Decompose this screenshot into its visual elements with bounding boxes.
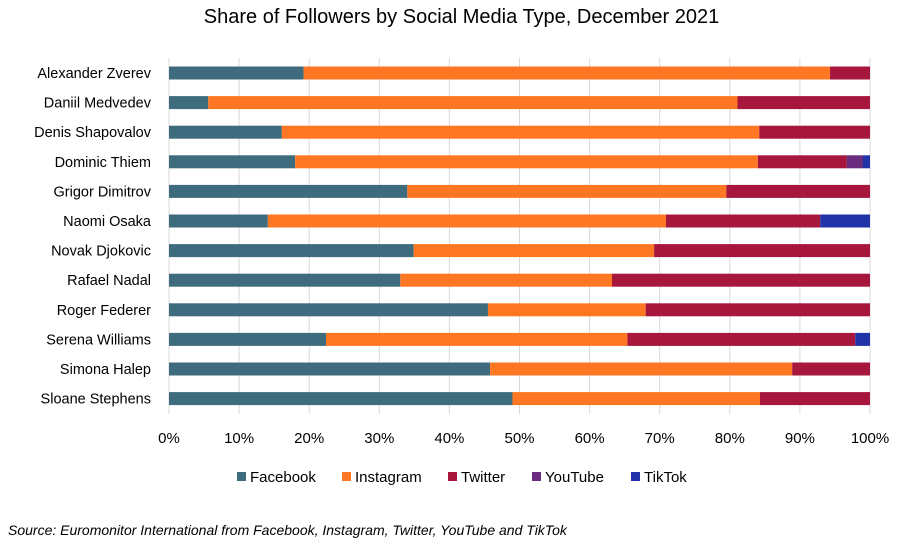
bar-row xyxy=(169,244,870,258)
x-tick-label: 10% xyxy=(224,430,254,447)
bar-segment-instagram xyxy=(490,362,793,376)
bar-segment-instagram xyxy=(413,244,655,258)
bar-segment-twitter xyxy=(645,303,870,317)
category-label: Denis Shapovalov xyxy=(34,125,152,141)
bar-row xyxy=(169,214,870,228)
bar-segment-facebook xyxy=(169,96,209,110)
legend: Facebook Instagram Twitter YouTube TikTok xyxy=(237,469,687,486)
category-label: Simona Halep xyxy=(60,362,151,378)
bar-segment-instagram xyxy=(512,392,760,406)
bar-segment-twitter xyxy=(726,184,870,198)
legend-item: Facebook xyxy=(237,469,316,486)
legend-swatch xyxy=(448,472,457,481)
bar-segment-twitter xyxy=(792,362,870,376)
category-label: Daniil Medvedev xyxy=(44,96,152,112)
bar-segment-facebook xyxy=(169,273,401,287)
bar-segment-facebook xyxy=(169,125,282,139)
bar-row xyxy=(169,155,870,169)
legend-item: Twitter xyxy=(448,469,505,486)
x-tick-labels: 0% 10% 20% 30% 40% 50% 60% 70% 80% 90% 100% xyxy=(158,430,889,447)
legend-item: YouTube xyxy=(532,469,604,486)
bar-segment-instagram xyxy=(303,66,831,80)
bar-segment-facebook xyxy=(169,392,513,406)
bar-segment-instagram xyxy=(487,303,646,317)
category-label: Sloane Stephens xyxy=(41,392,151,408)
bar-row xyxy=(169,362,870,376)
x-tick-label: 80% xyxy=(715,430,745,447)
legend-swatch xyxy=(237,472,246,481)
category-label: Alexander Zverev xyxy=(37,66,151,82)
bar-segment-twitter xyxy=(666,214,821,228)
legend-item: TikTok xyxy=(631,469,687,486)
bar-row xyxy=(169,125,870,139)
bar-segment-instagram xyxy=(407,184,727,198)
category-label: Novak Djokovic xyxy=(51,244,151,260)
x-tick-label: 60% xyxy=(575,430,605,447)
x-tick-label: 50% xyxy=(504,430,534,447)
bar-segment-instagram xyxy=(267,214,667,228)
bar-segment-facebook xyxy=(169,214,268,228)
bar-segment-facebook xyxy=(169,332,327,346)
legend-item: Instagram xyxy=(342,469,422,486)
bar-row xyxy=(169,66,870,80)
bar-row xyxy=(169,392,870,406)
category-label: Rafael Nadal xyxy=(67,273,151,289)
bar-segment-twitter xyxy=(737,96,870,110)
bar-segment-instagram xyxy=(208,96,738,110)
category-label: Roger Federer xyxy=(57,303,151,319)
bar-segment-twitter xyxy=(757,155,847,169)
bar-segment-instagram xyxy=(400,273,613,287)
x-tick-label: 40% xyxy=(434,430,464,447)
legend-label: Twitter xyxy=(461,469,505,486)
bar-segment-facebook xyxy=(169,303,488,317)
category-label: Naomi Osaka xyxy=(63,214,152,230)
bar-segment-twitter xyxy=(612,273,870,287)
bar-segment-twitter xyxy=(759,125,870,139)
bar-row xyxy=(169,303,870,317)
bar-segment-youtube xyxy=(846,155,863,169)
bar-row xyxy=(169,184,870,198)
x-tick-label: 70% xyxy=(645,430,675,447)
bar-row xyxy=(169,96,870,110)
chart-title: Share of Followers by Social Media Type,… xyxy=(203,6,720,28)
category-label: Grigor Dimitrov xyxy=(54,184,152,200)
legend-label: TikTok xyxy=(644,469,687,486)
legend-label: YouTube xyxy=(545,469,604,486)
bar-segment-facebook xyxy=(169,66,304,80)
x-tick-label: 90% xyxy=(785,430,815,447)
legend-label: Facebook xyxy=(250,469,316,486)
legend-label: Instagram xyxy=(355,469,422,486)
legend-swatch xyxy=(631,472,640,481)
bar-segment-twitter xyxy=(759,392,870,406)
x-tick-label: 100% xyxy=(851,430,889,447)
bar-segment-twitter xyxy=(627,332,856,346)
bar-segment-instagram xyxy=(295,155,758,169)
bar-segment-facebook xyxy=(169,155,296,169)
category-labels: Alexander Zverev Daniil Medvedev Denis Sha… xyxy=(34,66,152,408)
bar-segment-twitter xyxy=(830,66,870,80)
bar-row xyxy=(169,273,870,287)
bar-segment-tiktok xyxy=(855,332,870,346)
bar-segment-tiktok xyxy=(862,155,870,169)
bar-segment-facebook xyxy=(169,244,414,258)
x-tick-label: 30% xyxy=(364,430,394,447)
gridlines xyxy=(168,58,871,414)
bar-row xyxy=(169,332,870,346)
bar-segment-tiktok xyxy=(820,214,870,228)
category-label: Serena Williams xyxy=(46,332,151,348)
bars xyxy=(169,66,870,406)
bar-segment-twitter xyxy=(654,244,870,258)
bar-segment-facebook xyxy=(169,362,491,376)
source-note: Source: Euromonitor International from F… xyxy=(8,522,567,538)
x-tick-label: 20% xyxy=(294,430,324,447)
bar-segment-instagram xyxy=(326,332,628,346)
legend-swatch xyxy=(342,472,351,481)
category-label: Dominic Thiem xyxy=(55,155,151,171)
legend-swatch xyxy=(532,472,541,481)
bar-segment-instagram xyxy=(281,125,760,139)
bar-segment-facebook xyxy=(169,184,408,198)
x-tick-label: 0% xyxy=(158,430,180,447)
